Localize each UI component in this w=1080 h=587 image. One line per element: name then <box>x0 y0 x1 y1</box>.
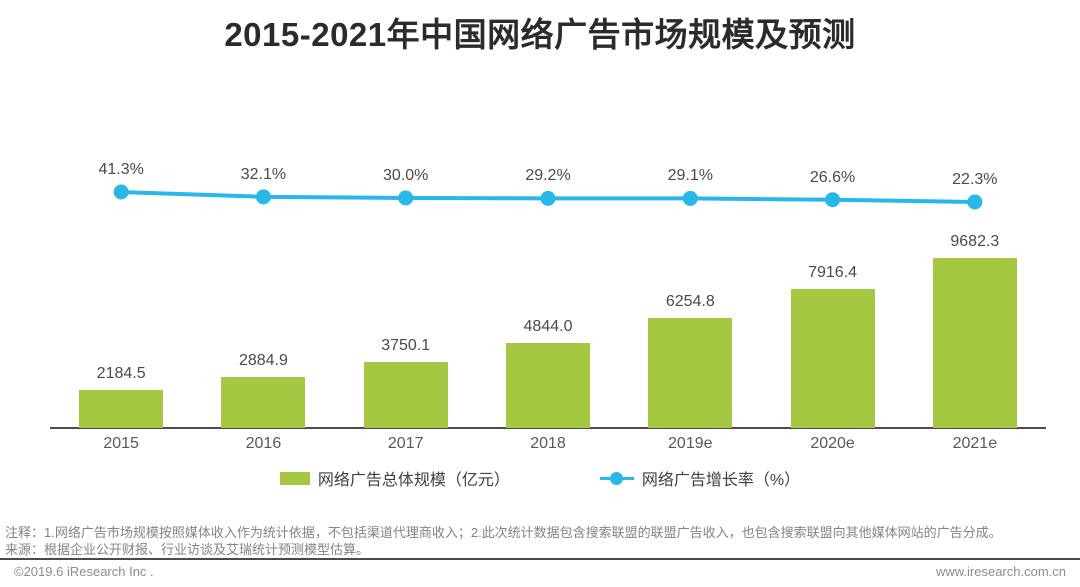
legend-item-line-series: 网络广告增长率（%） <box>599 466 801 490</box>
bar-2016 <box>221 377 306 428</box>
bar-2017 <box>363 362 448 428</box>
x-axis-tick-label: 2018 <box>530 435 566 452</box>
x-axis-line <box>50 427 1046 429</box>
line-value-label: 29.2% <box>525 167 571 185</box>
bar-value-label: 6254.8 <box>665 293 715 310</box>
x-axis-tick-label: 2017 <box>387 435 424 452</box>
bar-2015 <box>79 390 164 428</box>
chart-title: 2015-2021年中国网络广告市场规模及预测 <box>224 16 856 53</box>
website-text: www.iresearch.com.cn <box>935 564 1066 579</box>
line-value-label: 29.1% <box>667 167 713 185</box>
legend-line-label: 网络广告增长率（%） <box>641 472 801 489</box>
x-axis-tick-label: 2015 <box>103 435 139 452</box>
bar-2021e <box>932 258 1017 428</box>
x-axis-tick-label: 2020e <box>810 435 855 452</box>
line-data-point <box>682 190 698 206</box>
legend-bar-label: 网络广告总体规模（亿元） <box>317 472 510 489</box>
chart-notes: 注释：1.网络广告市场规模按照媒体收入作为统计依据，不包括渠道代理商收入；2.此… <box>5 524 1075 558</box>
bar-value-label: 4844.0 <box>523 318 573 335</box>
line-data-point <box>825 192 841 208</box>
note-line-2: 来源：根据企业公开财报、行业访谈及艾瑞统计预测模型估算。 <box>5 542 370 557</box>
note-line-1: 注释：1.网络广告市场规模按照媒体收入作为统计依据，不包括渠道代理商收入；2.此… <box>5 525 1002 540</box>
bar-value-label: 9682.3 <box>950 233 1000 250</box>
bar-value-label: 3750.1 <box>381 337 431 354</box>
x-axis-tick-label: 2021e <box>952 435 998 452</box>
bar-value-label: 2884.9 <box>238 352 288 369</box>
line-value-label: 32.1% <box>240 165 287 183</box>
legend-item-bar-series: 网络广告总体规模（亿元） <box>279 466 510 490</box>
bar-value-label: 2184.5 <box>96 365 146 382</box>
bar-series-swatch-icon <box>279 471 310 485</box>
line-series-marker-icon <box>599 471 634 485</box>
line-value-label: 22.3% <box>952 171 998 188</box>
bar-2019e <box>648 318 733 428</box>
line-data-point <box>540 190 556 206</box>
x-axis-tick-label: 2016 <box>245 435 282 452</box>
line-data-point <box>967 194 983 210</box>
line-value-label: 26.6% <box>809 168 856 186</box>
x-axis-tick-label: 2019e <box>668 435 713 452</box>
line-value-label: 41.3% <box>98 161 144 178</box>
bar-2018 <box>506 343 590 428</box>
line-data-point <box>255 189 271 205</box>
footer-divider <box>0 558 1080 560</box>
copyright-text: ©2019.6 iResearch Inc . <box>14 564 154 579</box>
line-value-label: 30.0% <box>383 166 429 184</box>
bar-value-label: 7916.4 <box>808 264 858 281</box>
chart-legend: 网络广告总体规模（亿元） 网络广告增长率（%） <box>0 466 1080 490</box>
bar-2020e <box>790 289 875 428</box>
line-data-point <box>113 184 129 200</box>
line-data-point <box>398 190 414 206</box>
